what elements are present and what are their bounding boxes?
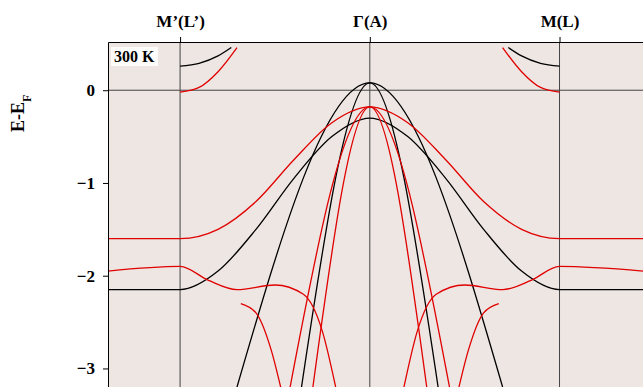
x-axis: M’(L’) Γ(A) M(L) (109, 12, 643, 43)
annotation-text: 300 K (114, 48, 155, 65)
y-tick: −2 (77, 267, 108, 286)
x-tick-mark (370, 37, 371, 42)
y-tick: −1 (77, 174, 108, 193)
y-tick: 0 (87, 81, 109, 100)
band-line (503, 48, 560, 93)
y-tick-label: −3 (77, 359, 95, 378)
y-tick-label: 0 (87, 81, 96, 100)
band-line (108, 266, 336, 387)
x-tick-mark (560, 37, 561, 42)
annotation-box (111, 47, 158, 66)
band-line (108, 118, 643, 290)
y-tick-mark (103, 276, 108, 277)
x-tick-mark (180, 37, 181, 42)
band-line (180, 48, 237, 93)
y-tick-label: −1 (77, 174, 95, 193)
band-line (313, 107, 427, 387)
y-tick-label: −2 (77, 267, 95, 286)
band-line (180, 48, 231, 67)
x-tick: Γ(A) (353, 12, 387, 42)
y-tick-mark (103, 90, 108, 91)
x-tick-label: M(L) (541, 12, 580, 31)
grid-line (180, 42, 181, 387)
x-tick-label: M’(L’) (156, 12, 204, 31)
x-axis-line (109, 42, 643, 43)
band-line (459, 304, 499, 387)
y-axis-line (108, 43, 109, 387)
band-line (302, 83, 439, 387)
band-line (241, 304, 281, 387)
y-axis-title: E-EF (8, 95, 34, 132)
band-line (290, 107, 449, 387)
y-tick-mark (103, 183, 108, 184)
plot-background (108, 42, 643, 387)
grid-line (369, 42, 370, 387)
band-line (237, 83, 503, 387)
plot-area (108, 42, 643, 387)
x-tick: M(L) (541, 12, 580, 42)
band-line (108, 107, 643, 239)
annotation: 300 K (111, 47, 158, 66)
x-tick: M’(L’) (156, 12, 204, 42)
band-line (404, 266, 643, 387)
y-tick: −3 (77, 359, 108, 378)
y-axis: −3 −2 −1 0 (77, 43, 109, 387)
grid-line (559, 42, 560, 387)
band-line (508, 48, 559, 67)
x-tick-label: Γ(A) (353, 12, 387, 31)
chart: M’(L’) Γ(A) M(L) −3 −2 −1 0 E-EF 300 K (0, 0, 643, 387)
y-tick-mark (103, 368, 108, 369)
